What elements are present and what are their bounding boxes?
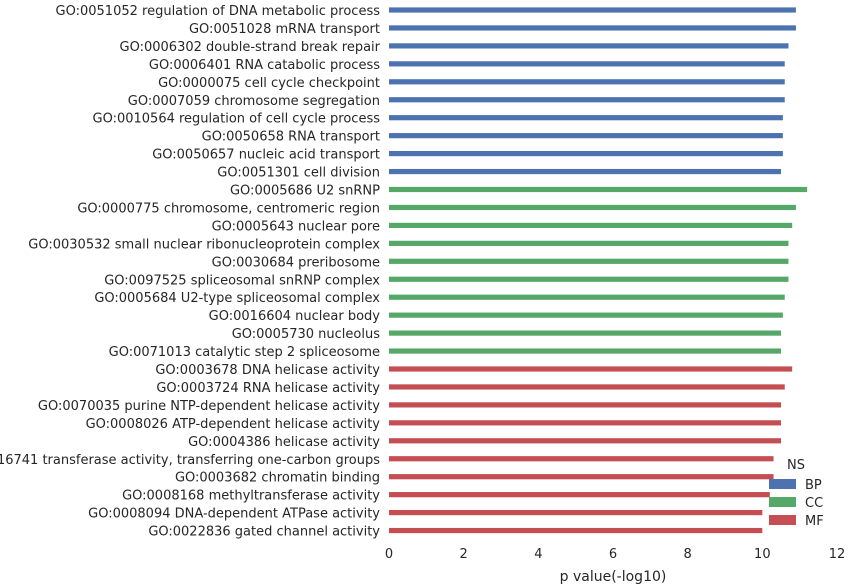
x-tick-label: 0	[385, 547, 393, 562]
x-axis-ticks: 0 2 4 6 8 10 12	[385, 547, 845, 562]
category-label: GO:0003724 RNA helicase activity	[156, 381, 380, 396]
category-label: GO:0005730 nucleolus	[232, 327, 381, 342]
bar	[389, 402, 781, 408]
legend-label: BP	[805, 478, 822, 493]
bar	[389, 133, 783, 139]
category-label: GO:0016604 nuclear body	[209, 309, 381, 324]
category-label: GO:0051028 mRNA transport	[189, 22, 380, 37]
bar	[389, 186, 808, 193]
bar	[389, 366, 793, 372]
x-tick-label: 2	[460, 547, 468, 562]
category-labels: GO:0051052 regulation of DNA metabolic p…	[0, 4, 381, 540]
category-label: GO:0050658 RNA transport	[202, 130, 380, 145]
bar	[389, 456, 774, 462]
bar	[389, 258, 789, 264]
category-label: GO:0051052 regulation of DNA metabolic p…	[56, 4, 381, 19]
x-tick-label: 10	[754, 547, 771, 562]
category-label: GO:0016741 transferase activity, transfe…	[0, 453, 380, 468]
bar	[389, 276, 789, 282]
legend-swatch	[769, 479, 796, 489]
bar	[389, 61, 785, 67]
x-tick-label: 6	[609, 547, 617, 562]
category-label: GO:0003682 chromatin binding	[175, 471, 380, 486]
x-axis-label: p value(-log10)	[560, 569, 667, 585]
bar	[389, 222, 793, 228]
bar	[389, 420, 781, 426]
category-label: GO:0008026 ATP-dependent helicase activi…	[86, 417, 381, 432]
legend-swatch	[769, 497, 796, 507]
x-tick-label: 8	[684, 547, 692, 562]
bar	[389, 294, 785, 300]
bar	[389, 384, 785, 390]
category-label: GO:0003678 DNA helicase activity	[155, 363, 380, 378]
category-label: GO:0097525 spliceosomal snRNP complex	[104, 273, 380, 288]
legend: NS BP CC MF	[769, 458, 824, 529]
bar	[389, 240, 789, 246]
legend-label: CC	[805, 496, 823, 511]
category-label: GO:0022836 gated channel activity	[148, 525, 380, 540]
bar	[389, 330, 781, 336]
x-tick-label: 12	[829, 547, 846, 562]
category-label: GO:0010564 regulation of cell cycle proc…	[93, 112, 381, 127]
bars-layer	[389, 7, 808, 534]
bar	[389, 474, 774, 480]
category-label: GO:0006302 double-strand break repair	[120, 40, 381, 55]
legend-items: BP CC MF	[769, 478, 824, 529]
category-label: GO:0050657 nucleic acid transport	[152, 148, 380, 163]
bar	[389, 527, 763, 534]
legend-title: NS	[787, 458, 805, 473]
category-label: GO:0000775 chromosome, centromeric regio…	[77, 201, 380, 216]
bar	[389, 115, 783, 121]
bar	[389, 510, 763, 516]
bar	[389, 348, 781, 354]
bar	[389, 43, 789, 49]
legend-swatch	[769, 515, 796, 525]
legend-label: MF	[805, 514, 824, 529]
bar	[389, 492, 770, 498]
category-label: GO:0070035 purine NTP-dependent helicase…	[38, 399, 380, 414]
category-label: GO:0008168 methyltransferase activity	[122, 489, 380, 504]
bar	[389, 79, 785, 85]
category-label: GO:0005686 U2 snRNP	[230, 184, 380, 199]
bar	[389, 25, 796, 31]
bar	[389, 312, 783, 318]
category-label: GO:0071013 catalytic step 2 spliceosome	[109, 345, 380, 360]
category-label: GO:0007059 chromosome segregation	[128, 94, 380, 109]
category-label: GO:0008094 DNA-dependent ATPase activity	[88, 507, 380, 522]
category-label: GO:0000075 cell cycle checkpoint	[158, 76, 380, 91]
bar	[389, 438, 781, 444]
x-tick-label: 4	[534, 547, 542, 562]
bar	[389, 151, 783, 157]
bar	[389, 168, 781, 175]
category-label: GO:0030532 small nuclear ribonucleoprote…	[28, 237, 380, 252]
category-label: GO:0030684 preribosome	[212, 255, 380, 270]
bar	[389, 97, 785, 103]
category-label: GO:0005643 nuclear pore	[212, 219, 380, 234]
category-label: GO:0005684 U2-type spliceosomal complex	[94, 291, 380, 306]
bar	[389, 7, 796, 13]
bar	[389, 204, 796, 211]
category-label: GO:0004386 helicase activity	[188, 435, 380, 450]
category-label: GO:0006401 RNA catabolic process	[149, 58, 380, 73]
category-label: GO:0051301 cell division	[217, 166, 380, 181]
